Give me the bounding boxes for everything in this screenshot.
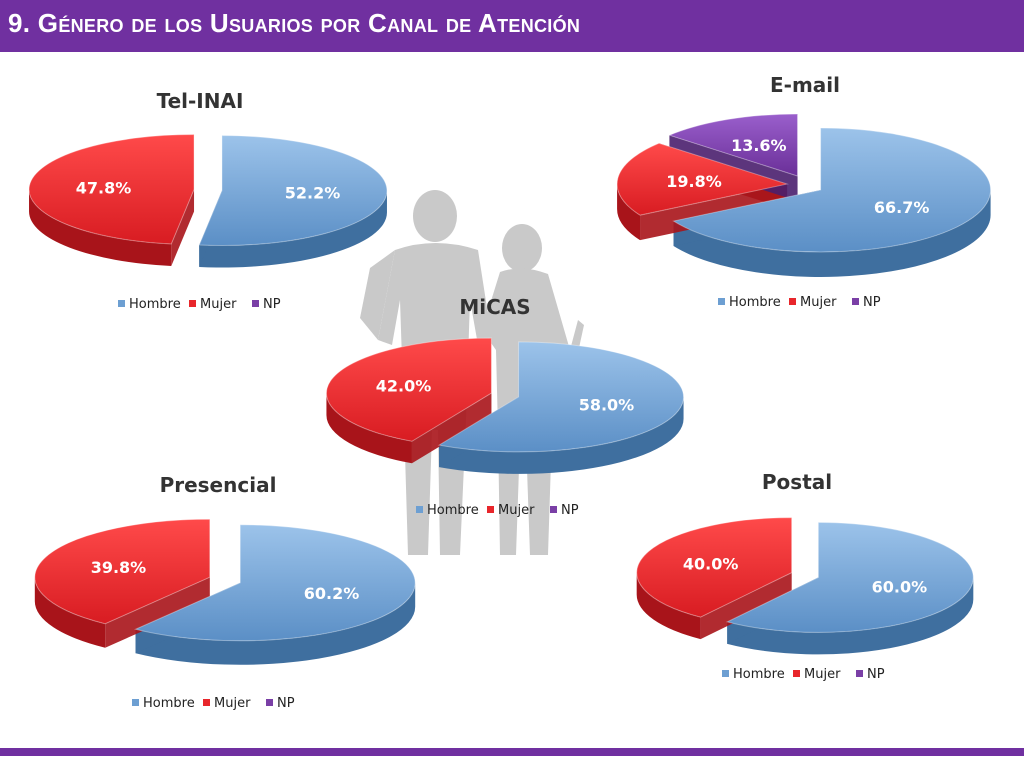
legend-swatch-np <box>550 506 557 513</box>
slice-hombre <box>134 524 416 642</box>
legend-label-np: NP <box>867 667 885 682</box>
legend: Hombre Mujer NP <box>722 667 885 682</box>
legend-swatch-np <box>856 670 863 677</box>
data-label-mujer: 42.0% <box>376 377 432 396</box>
legend-swatch-hombre <box>718 298 725 305</box>
legend-label-np: NP <box>863 295 881 310</box>
legend-label-np: NP <box>561 503 579 518</box>
legend-label-mujer: Mujer <box>804 667 841 682</box>
data-label-hombre: 66.7% <box>874 198 930 217</box>
legend-swatch-np <box>252 300 259 307</box>
legend: Hombre Mujer NP <box>132 696 295 711</box>
title-bar: 9. Género de los Usuarios por Canal de A… <box>0 0 1024 52</box>
legend-swatch-np <box>266 699 273 706</box>
slice-side-mujer <box>636 572 701 640</box>
data-label-mujer: 39.8% <box>91 558 147 577</box>
slice-cut-face <box>171 189 195 266</box>
legend-label-hombre: Hombre <box>129 297 181 312</box>
data-label-hombre: 60.2% <box>304 584 360 603</box>
legend-label-hombre: Hombre <box>729 295 781 310</box>
chart-title: MiCAS <box>459 295 530 319</box>
slice-mujer <box>616 142 790 216</box>
legend-label-np: NP <box>263 297 281 312</box>
slice-mujer <box>28 133 195 245</box>
pie-chart-tel-inai: Tel-INAI 52.2% 47.8% Hombre Mujer NP <box>28 89 388 312</box>
page-title: 9. Género de los Usuarios por Canal de A… <box>8 8 581 38</box>
pie-chart-e-mail: E-mail 66.7% 19.8% 13.6% Hombre Mujer NP <box>616 73 992 310</box>
legend-swatch-mujer <box>793 670 800 677</box>
data-label-np: 13.6% <box>731 136 787 155</box>
chart-title: Presencial <box>160 473 277 497</box>
legend-swatch-mujer <box>487 506 494 513</box>
slice-side-hombre <box>135 582 416 665</box>
chart-title: E-mail <box>770 73 840 97</box>
slice-side-hombre <box>727 577 974 655</box>
legend-label-mujer: Mujer <box>800 295 837 310</box>
legend-swatch-hombre <box>118 300 125 307</box>
legend-label-mujer: Mujer <box>498 503 535 518</box>
chart-title: Tel-INAI <box>157 89 244 113</box>
legend-swatch-hombre <box>132 699 139 706</box>
pie-chart-micas: MiCAS 58.0% 42.0% Hombre Mujer NP <box>325 295 684 518</box>
slice-hombre <box>672 127 992 253</box>
data-label-hombre: 52.2% <box>285 184 341 203</box>
legend-swatch-hombre <box>722 670 729 677</box>
slice-cut-face <box>640 184 788 241</box>
slice-cut-face <box>700 572 792 640</box>
legend-label-mujer: Mujer <box>214 696 251 711</box>
legend: Hombre Mujer NP <box>416 503 579 518</box>
slice-hombre <box>437 341 684 453</box>
legend-swatch-mujer <box>789 298 796 305</box>
slice-cut-face <box>411 393 492 464</box>
slice-hombre <box>725 521 974 633</box>
slice-side-mujer <box>34 577 106 648</box>
legend: Hombre Mujer NP <box>718 295 881 310</box>
data-label-mujer: 19.8% <box>666 172 722 191</box>
pie-chart-presencial: Presencial 60.2% 39.8% Hombre Mujer NP <box>34 473 416 711</box>
slice-side-hombre <box>673 189 991 277</box>
slice-side-mujer <box>326 393 412 464</box>
pie-chart-postal: Postal 60.0% 40.0% Hombre Mujer NP <box>636 470 974 682</box>
slice-side-mujer <box>29 189 172 266</box>
legend-label-hombre: Hombre <box>427 503 479 518</box>
slice-side-hombre <box>199 190 387 268</box>
legend-swatch-np <box>852 298 859 305</box>
slice-np <box>667 113 799 177</box>
slice-mujer <box>325 337 492 442</box>
charts-figure: Tel-INAI 52.2% 47.8% Hombre Mujer NP E-mail 66.… <box>28 73 992 711</box>
slice-side-mujer <box>617 184 641 241</box>
data-label-hombre: 60.0% <box>872 578 928 597</box>
slice-cut-face <box>105 577 210 648</box>
legend: Hombre Mujer NP <box>118 297 281 312</box>
legend-swatch-hombre <box>416 506 423 513</box>
data-label-mujer: 40.0% <box>683 554 739 573</box>
data-label-mujer: 47.8% <box>76 178 132 197</box>
slice-hombre <box>198 135 388 247</box>
data-label-hombre: 58.0% <box>579 395 635 414</box>
legend-label-mujer: Mujer <box>200 297 237 312</box>
slice-mujer <box>34 518 211 625</box>
slice-side-hombre <box>439 396 684 474</box>
slice-mujer <box>636 517 793 618</box>
legend-label-np: NP <box>277 696 295 711</box>
legend-swatch-mujer <box>189 300 196 307</box>
footer-bar <box>0 748 1024 756</box>
legend-swatch-mujer <box>203 699 210 706</box>
chart-title: Postal <box>762 470 832 494</box>
legend-label-hombre: Hombre <box>143 696 195 711</box>
legend-label-hombre: Hombre <box>733 667 785 682</box>
